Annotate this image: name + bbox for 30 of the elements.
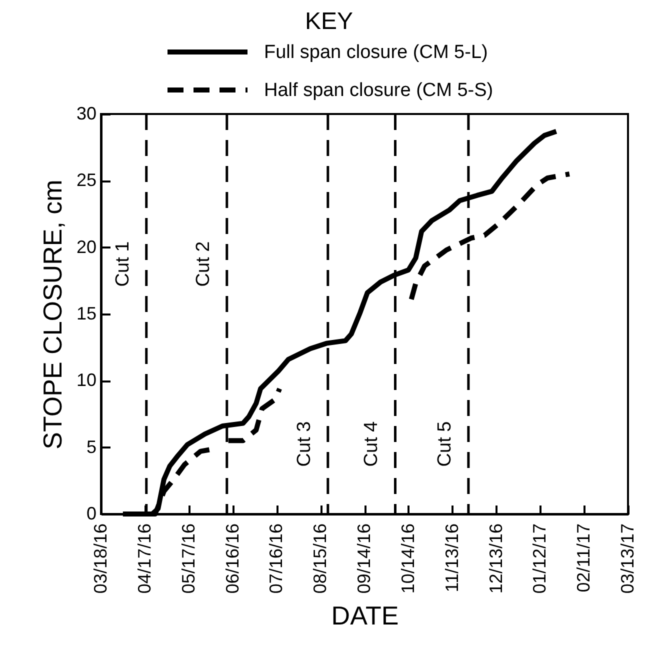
x-tick-label: 12/13/16 [486,524,506,594]
y-tick-label: 30 [76,104,96,124]
x-tick-label: 09/14/16 [354,524,374,594]
x-tick-label: 11/13/16 [442,524,462,592]
y-tick-label: 0 [86,504,96,524]
y-tick-label: 25 [76,170,96,190]
x-tick-label: 04/17/16 [134,524,154,594]
x-tick-label: 01/12/17 [530,524,550,594]
x-tick-label: 05/17/16 [178,524,198,594]
ref-line-label: Cut 4 [361,420,382,467]
ref-line-label: Cut 1 [112,241,134,287]
y-tick-label: 20 [76,236,96,257]
y-tick-label: 10 [76,370,96,390]
legend-label: Full span closure (CM 5-L) [264,42,488,63]
y-tick-label: 15 [76,304,96,324]
x-tick-label: 03/13/17 [618,524,638,594]
y-tick-label: 5 [86,436,96,457]
x-tick-label: 02/11/17 [574,524,594,592]
legend-title: KEY [304,8,354,35]
legend-label: Half span closure (CM 5-S) [264,80,494,101]
x-tick-label: 10/14/16 [398,524,418,594]
ref-line-label: Cut 2 [192,241,214,287]
x-axis-title: DATE [331,600,399,631]
y-axis-title: STOPE CLOSURE, cm [37,180,68,450]
x-tick-label: 06/16/16 [222,524,242,594]
x-tick-label: 03/18/16 [90,524,110,594]
ref-line-label: Cut 3 [294,421,315,467]
ref-line-label: Cut 5 [434,421,456,467]
x-tick-label: 07/16/16 [266,524,286,594]
x-tick-label: 08/15/16 [310,524,330,594]
